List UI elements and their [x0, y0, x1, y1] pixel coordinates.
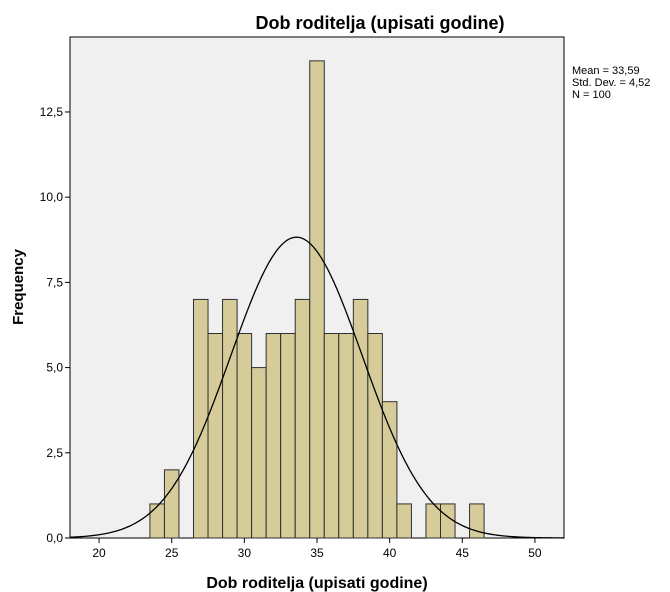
chart-title: Dob roditelja (upisati godine)	[256, 13, 505, 33]
x-tick-label: 40	[383, 546, 397, 560]
y-tick-label: 10,0	[40, 190, 64, 204]
histogram-bar	[280, 333, 296, 539]
histogram-bar	[149, 503, 165, 539]
y-axis-label: Frequency	[10, 248, 27, 325]
histogram-bar	[381, 401, 398, 539]
x-axis-label: Dob roditelja (upisati godine)	[206, 575, 427, 592]
histogram-bar	[294, 298, 311, 539]
y-tick-label: 0,0	[46, 531, 63, 545]
x-tick-label: 25	[165, 546, 179, 560]
x-tick-label: 20	[92, 546, 106, 560]
x-tick-label: 50	[528, 546, 542, 560]
histogram-bar	[207, 333, 224, 539]
histogram-bar	[265, 333, 282, 539]
stats-std-dev: Std. Dev. = 4,52	[572, 77, 650, 89]
histogram-bar	[193, 298, 209, 539]
stats-legend: Mean = 33,59 Std. Dev. = 4,52 N = 100	[572, 65, 650, 101]
x-tick-label: 30	[238, 546, 252, 560]
histogram-bar	[338, 333, 354, 539]
x-tick-label: 45	[456, 546, 470, 560]
x-tick-label: 35	[310, 546, 324, 560]
normal-curve	[69, 236, 564, 539]
bars-group	[149, 60, 485, 539]
y-tick-label: 2,5	[46, 446, 63, 460]
x-axis-ticks: 20 25 30 35 40 45 50	[92, 538, 542, 560]
histogram-bar	[222, 298, 238, 539]
histogram-bar	[236, 333, 253, 539]
histogram-bar	[367, 333, 383, 539]
stats-n: N = 100	[572, 89, 611, 101]
histogram-bar	[251, 367, 267, 539]
y-tick-label: 5,0	[46, 361, 63, 375]
y-tick-label: 7,5	[46, 275, 63, 289]
y-axis-ticks: 0,0 2,5 5,0 7,5 10,0 12,5	[40, 105, 70, 545]
histogram-bar	[396, 503, 412, 539]
stats-mean: Mean = 33,59	[572, 65, 640, 77]
histogram-bar	[309, 60, 325, 539]
histogram-bar	[323, 333, 340, 539]
y-tick-label: 12,5	[40, 105, 64, 119]
